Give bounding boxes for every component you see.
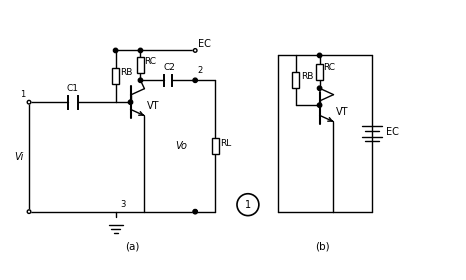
Text: C1: C1 — [67, 84, 79, 93]
Text: VT: VT — [336, 107, 348, 117]
Text: (a): (a) — [125, 241, 139, 251]
Bar — [212, 138, 219, 154]
Bar — [292, 72, 299, 88]
Text: EC: EC — [386, 127, 399, 137]
Circle shape — [193, 78, 198, 83]
Text: RL: RL — [220, 139, 231, 148]
Text: 3: 3 — [121, 200, 126, 209]
Circle shape — [317, 53, 322, 58]
Circle shape — [193, 210, 197, 213]
Circle shape — [138, 78, 143, 83]
Circle shape — [138, 48, 143, 53]
Text: RC: RC — [144, 57, 157, 66]
Circle shape — [193, 209, 198, 214]
Circle shape — [193, 49, 197, 52]
Text: VT: VT — [146, 101, 159, 111]
Circle shape — [128, 100, 133, 104]
Bar — [112, 68, 119, 84]
Circle shape — [27, 101, 31, 104]
Circle shape — [113, 48, 118, 53]
Text: 2: 2 — [197, 66, 202, 75]
Text: C2: C2 — [164, 63, 175, 72]
Text: RC: RC — [323, 63, 336, 72]
Text: (b): (b) — [315, 241, 330, 251]
Circle shape — [27, 210, 31, 213]
Bar — [137, 57, 144, 73]
Circle shape — [317, 86, 322, 90]
Text: 1: 1 — [20, 90, 25, 99]
Bar — [316, 64, 323, 80]
Circle shape — [317, 103, 322, 107]
Text: Vo: Vo — [175, 141, 187, 151]
Text: RB: RB — [121, 68, 133, 77]
Text: RB: RB — [301, 72, 313, 81]
Text: EC: EC — [198, 39, 211, 50]
Text: 1: 1 — [245, 200, 251, 210]
Text: Vi: Vi — [14, 152, 24, 162]
